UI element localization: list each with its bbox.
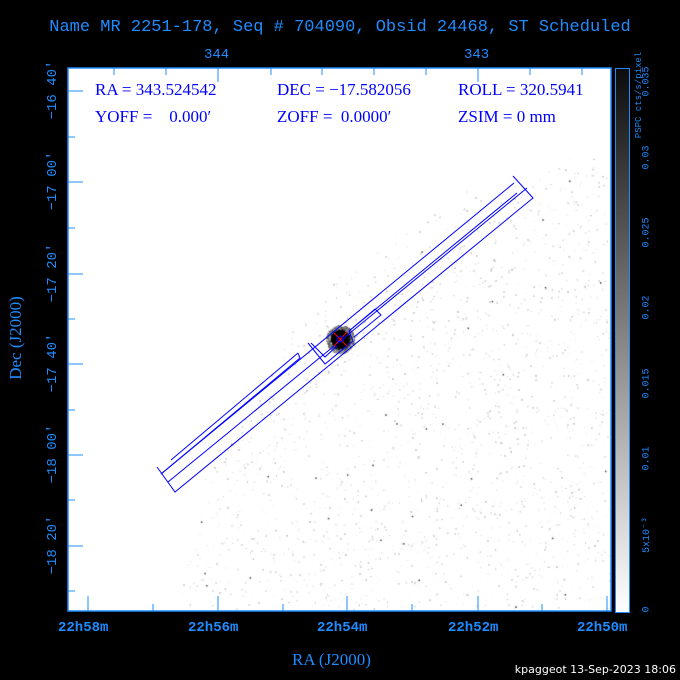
footer-credit: kpaggeot 13-Sep-2023 18:06 [514,663,676,676]
detector-edge [160,352,301,475]
detector-gap [348,308,382,338]
x-tick-label: 22h58m [58,620,109,636]
detector-edge [170,352,299,461]
target-cross [333,331,348,347]
colorbar-tick-label: 0 [641,606,653,613]
colorbar-tick-label: 0.02 [641,295,653,320]
y-tick-label: −18 20′ [45,515,61,575]
dec-readout: DEC = −17.582056 [277,80,411,99]
detector-edge [156,175,534,493]
chart-title: Name MR 2251-178, Seq # 704090, Obsid 24… [49,18,631,37]
y-tick-label: −18 00′ [45,424,61,484]
colorbar-tick-label: 5x10⁻³ [642,516,653,553]
top-tick-344: 344 [204,47,230,63]
colorbar-tick-label: 0.025 [641,217,653,248]
y-tick-label: −17 40′ [45,333,61,393]
x-tick-label: 22h50m [577,620,628,636]
colorbar-label: PSPC cts/s/pixel [634,51,645,139]
zsim-readout: ZSIM = 0 mm [458,107,556,126]
plot-frame [67,67,629,612]
y-tick-label: −16 40′ [45,60,61,120]
colorbar [615,68,630,613]
x-tick-label: 22h52m [448,620,499,636]
aimpoint-marker [336,335,344,343]
x-tick-label: 22h54m [317,620,368,636]
detector-edge [307,192,518,365]
y-tick-label: −17 20′ [45,243,61,303]
roll-readout: ROLL = 320.5941 [458,80,584,99]
detector-edge [167,187,528,483]
colorbar-tick-label: 0.015 [641,368,653,399]
x-axis-label: RA (J2000) [292,650,371,669]
detector-gap [310,342,338,358]
detector-outline [156,175,534,493]
zoff-readout: ZOFF = 0.0000′ [277,107,392,126]
ra-readout: RA = 343.524542 [95,80,217,99]
yoff-readout: YOFF = 0.000′ [95,107,212,126]
x-tick-label: 22h56m [188,620,239,636]
colorbar-tick-label: 0.03 [641,145,653,170]
plot-border [67,67,612,612]
y-axis-label: Dec (J2000) [5,296,25,380]
top-tick-343: 343 [464,47,490,63]
y-tick-label: −17 00′ [45,151,61,211]
colorbar-tick-label: 0.01 [641,446,653,471]
